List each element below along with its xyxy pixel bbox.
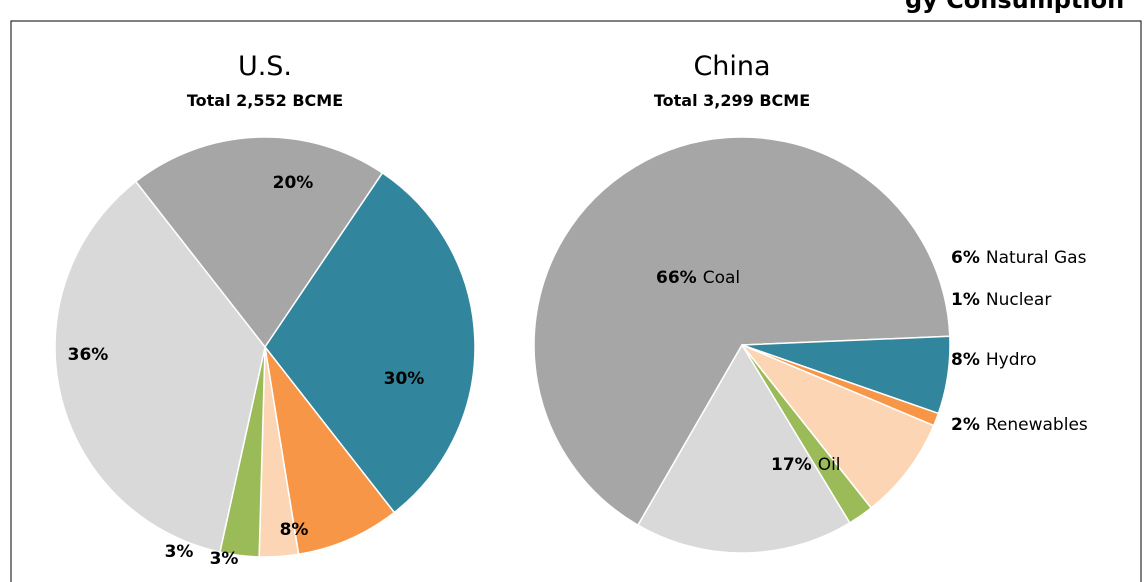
slices-china xyxy=(533,136,951,554)
us-label-coal-value: 20% xyxy=(273,173,314,193)
chart-title-partial: gy Consumption xyxy=(905,0,1124,14)
labels-us: 20% 30% 8% 3% 3% 36% xyxy=(68,173,425,569)
us-label-renewables-value: 3% xyxy=(165,542,194,562)
china-label-nuclear-value: 1% xyxy=(951,290,980,310)
us-slice-nuclear xyxy=(264,346,396,556)
pie-title-china: China xyxy=(693,51,770,82)
us-label-natural-gas-value: 30% xyxy=(384,369,425,389)
us-label-coal: 20% xyxy=(273,173,314,193)
pie-title-us: U.S. xyxy=(238,51,292,82)
us-label-natural-gas: 30% xyxy=(384,369,425,389)
china-label-oil-value: 17% xyxy=(771,455,812,475)
china-label-coal-value: 66% xyxy=(656,268,697,288)
slices-us xyxy=(54,136,476,558)
labels-china: 66% Coal 6% Natural Gas 1% Nuclear 8% Hydro 2% Re… xyxy=(656,248,1088,475)
chart-frame xyxy=(10,20,1142,582)
us-label-nuclear: 8% xyxy=(280,520,309,540)
china-label-hydro-value: 8% xyxy=(951,350,980,370)
china-slice-coal xyxy=(533,136,951,527)
china-label-natural-gas-name: Natural Gas xyxy=(986,248,1087,268)
china-label-nuclear: 1% Nuclear xyxy=(951,290,1051,310)
china-label-renewables-value: 2% xyxy=(951,415,980,435)
us-slice-oil xyxy=(54,180,266,553)
china-label-oil-name: Oil xyxy=(818,455,841,475)
us-label-oil-value: 36% xyxy=(68,345,109,365)
china-label-renewables: 2% Renewables xyxy=(951,415,1088,435)
us-slice-natural-gas xyxy=(264,171,476,514)
china-label-renewables-name: Renewables xyxy=(986,415,1088,435)
us-label-renewables: 3% xyxy=(165,542,194,562)
us-label-oil: 36% xyxy=(68,345,109,365)
us-label-hydro: 3% xyxy=(210,549,239,569)
china-slice-hydro xyxy=(741,344,935,510)
pie-us: U.S. Total 2,552 BCME 20% 30% 8% 3% 3% 36% xyxy=(54,51,476,569)
china-label-hydro-name: Hydro xyxy=(986,350,1037,370)
us-slice-coal xyxy=(134,136,384,349)
pie-china: China Total 3,299 BCME 66% Coal 6% Natural … xyxy=(533,51,1088,554)
china-label-oil: 17% Oil xyxy=(771,455,841,475)
china-label-nuclear-name: Nuclear xyxy=(986,290,1051,310)
china-label-coal-name: Coal xyxy=(703,268,740,288)
china-label-natural-gas-value: 6% xyxy=(951,248,980,268)
us-label-nuclear-value: 8% xyxy=(280,520,309,540)
pie-subtitle-china: Total 3,299 BCME xyxy=(654,91,810,110)
china-slice-oil xyxy=(636,343,851,554)
us-label-hydro-value: 3% xyxy=(210,549,239,569)
china-label-natural-gas: 6% Natural Gas xyxy=(951,248,1087,268)
pie-subtitle-us: Total 2,552 BCME xyxy=(187,91,343,110)
china-label-coal: 66% Coal xyxy=(656,268,740,288)
china-label-hydro: 8% Hydro xyxy=(951,350,1037,370)
